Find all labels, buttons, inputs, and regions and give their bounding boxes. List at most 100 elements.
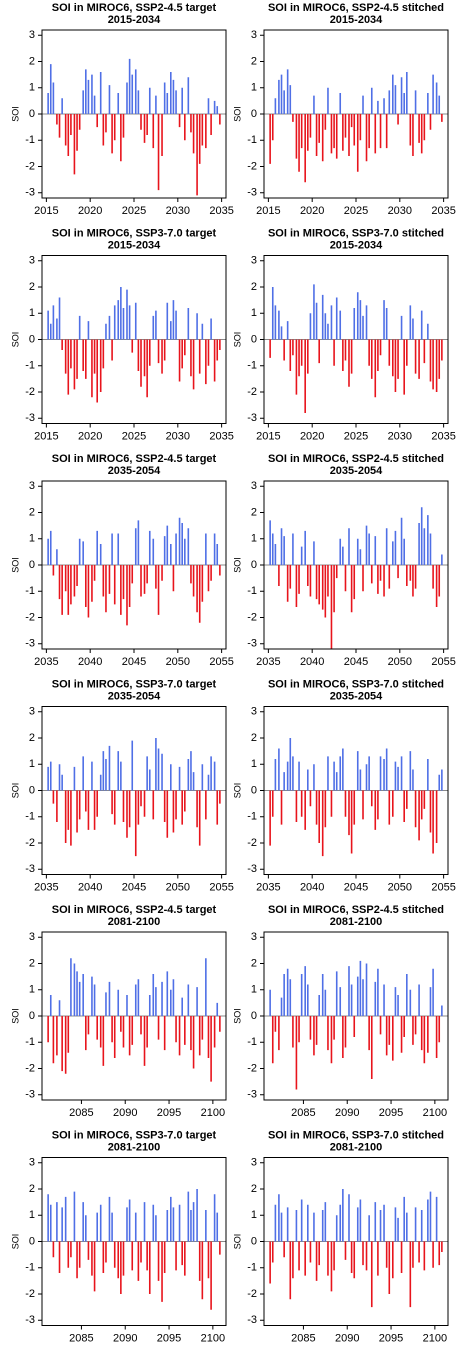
bar xyxy=(111,533,113,565)
bar xyxy=(409,989,412,1016)
bar xyxy=(52,1016,55,1064)
y-tick-label: 3 xyxy=(29,706,35,718)
bar xyxy=(113,790,116,825)
bar xyxy=(418,984,420,1016)
bar xyxy=(190,1210,192,1242)
bar xyxy=(307,1204,309,1242)
bar xyxy=(78,981,81,1016)
bar xyxy=(385,748,388,791)
bar xyxy=(70,958,72,1016)
y-tick-label: -2 xyxy=(25,160,35,172)
bar xyxy=(392,74,394,114)
bar xyxy=(383,984,385,1016)
bar xyxy=(423,339,426,364)
y-tick-label: -1 xyxy=(247,360,257,372)
chart-title: SOI in MIROC6, SSP2-4.5 stitched xyxy=(268,904,444,916)
bar xyxy=(70,114,72,135)
bar xyxy=(388,339,391,366)
bar xyxy=(370,790,373,807)
bar xyxy=(348,339,350,387)
y-tick-label: 1 xyxy=(251,984,257,996)
bar xyxy=(298,114,300,172)
bar xyxy=(117,533,120,565)
x-tick-label: 2100 xyxy=(423,1332,447,1344)
x-tick-label: 2040 xyxy=(300,656,324,668)
bar xyxy=(166,1210,169,1242)
bar xyxy=(190,751,192,791)
bar xyxy=(414,1016,417,1035)
bar xyxy=(412,769,414,791)
bar xyxy=(278,748,280,791)
bar xyxy=(73,565,76,597)
chart-title: SOI in MIROC6, SSP2-4.5 stitched xyxy=(268,2,444,14)
bar xyxy=(93,95,96,114)
bar xyxy=(342,748,344,791)
bar xyxy=(435,339,438,392)
bar xyxy=(427,93,429,114)
bar xyxy=(335,971,338,1016)
bar xyxy=(321,1210,324,1242)
bar xyxy=(374,981,377,1016)
bar xyxy=(307,565,309,586)
y-tick-label: 2 xyxy=(251,506,257,518)
bar xyxy=(91,74,93,114)
bar xyxy=(207,774,210,791)
bar xyxy=(105,565,107,613)
bar xyxy=(271,1016,274,1064)
bar xyxy=(190,114,192,133)
bar xyxy=(353,565,356,600)
bar xyxy=(207,98,210,114)
bar xyxy=(52,790,55,804)
bar xyxy=(146,1016,148,1048)
bar xyxy=(374,1202,377,1242)
bar xyxy=(313,541,315,565)
bar xyxy=(82,756,84,791)
bar xyxy=(278,1016,280,1051)
y-tick-label: 2 xyxy=(29,55,35,67)
bar xyxy=(318,790,320,843)
x-tick-label: 2055 xyxy=(209,656,233,668)
bar xyxy=(85,1215,87,1242)
bar xyxy=(324,989,327,1016)
bar xyxy=(216,790,219,825)
y-tick-label: 1 xyxy=(29,984,35,996)
plot-frame xyxy=(263,706,449,875)
bar xyxy=(163,1016,166,1051)
bar xyxy=(210,114,212,135)
bar xyxy=(392,1241,394,1279)
chart-subtitle: 2015-2034 xyxy=(330,239,383,251)
bar xyxy=(385,1241,388,1268)
x-tick-label: 2085 xyxy=(69,1107,93,1119)
bar xyxy=(356,292,359,340)
bar xyxy=(47,1016,49,1043)
bar xyxy=(318,565,320,605)
x-tick-label: 2055 xyxy=(431,881,455,893)
bar xyxy=(394,987,397,1016)
bar xyxy=(274,1016,277,1032)
bar xyxy=(131,74,134,114)
y-tick-label: -2 xyxy=(25,386,35,398)
bar xyxy=(379,565,382,581)
bar xyxy=(315,790,318,825)
bar xyxy=(58,1241,61,1273)
bar xyxy=(330,305,333,340)
bar xyxy=(82,339,84,371)
bar xyxy=(128,305,131,340)
bar xyxy=(423,528,426,565)
bar xyxy=(196,313,198,340)
bar xyxy=(321,790,324,857)
bar xyxy=(278,565,280,586)
x-tick-label: 2095 xyxy=(379,1332,403,1344)
bar xyxy=(353,308,356,340)
bar xyxy=(271,533,274,565)
y-axis-label: SOI xyxy=(232,332,242,348)
bar xyxy=(128,790,131,828)
bar xyxy=(70,1241,72,1258)
bar xyxy=(128,58,131,114)
bar xyxy=(403,790,405,822)
bar xyxy=(196,987,198,1016)
bar xyxy=(274,305,277,340)
bar xyxy=(181,339,183,369)
bar xyxy=(213,339,216,382)
